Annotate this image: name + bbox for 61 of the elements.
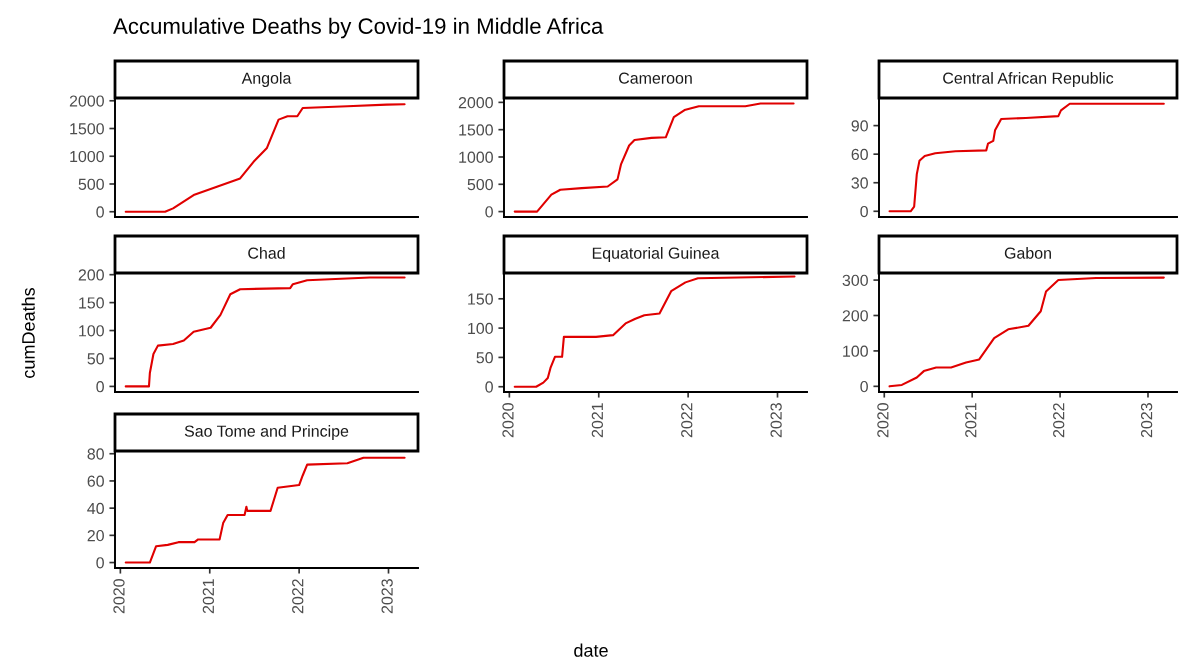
text: Accumulative Deaths by Covid-19 in Middle Africa (113, 17, 604, 39)
y-axis-title: cumDeaths (21, 287, 35, 378)
x-tick-label: 2022 (681, 403, 693, 438)
line-series (124, 456, 406, 564)
y-tick-label: 20 (87, 529, 104, 542)
x-tick-label: 2023 (381, 579, 393, 614)
chart-title: Central African Republic (943, 72, 1114, 87)
chart-title: Cameroon (619, 72, 692, 84)
y-tick-label: 300 (842, 274, 868, 287)
y-tick-label: 80 (87, 448, 104, 460)
chart-title: Sao Tome and Principe (184, 425, 349, 440)
y-tick-label: 1000 (70, 150, 104, 163)
y-tick-label: 100 (843, 345, 868, 357)
x-tick-label: 2022 (1053, 403, 1065, 438)
chart-title: Chad (248, 247, 285, 259)
y-tick-label: 50 (476, 352, 493, 364)
x-tick-label: 2023 (770, 403, 782, 438)
x-axis-title: date (574, 643, 608, 657)
line-series (513, 102, 795, 213)
chart-title: Angola (241, 72, 292, 87)
y-tick-label: 0 (96, 557, 104, 569)
y-tick-label: 2000 (458, 97, 493, 109)
y-tick-label: 0 (96, 381, 104, 393)
line-series (888, 276, 1165, 388)
y-tick-label: 500 (78, 178, 104, 190)
chart-title: Equatorial Guinea (592, 247, 720, 262)
line-series (513, 275, 796, 388)
y-tick-label: 200 (78, 269, 104, 281)
line-series (124, 103, 406, 213)
y-tick-label: 0 (96, 206, 104, 218)
x-tick-label: 2021 (965, 403, 977, 438)
x-tick-label: 2022 (292, 579, 304, 614)
y-tick-label: 40 (87, 502, 104, 515)
y-tick-label: 0 (860, 205, 868, 218)
y-tick-label: 100 (79, 325, 104, 337)
y-tick-label: 1500 (459, 124, 493, 136)
x-tick-label: 2021 (591, 403, 604, 438)
y-tick-label: 500 (467, 178, 493, 191)
y-tick-label: 90 (851, 120, 868, 132)
y-tick-label: 100 (468, 322, 493, 335)
y-tick-label: 150 (79, 297, 104, 309)
y-tick-label: 0 (485, 206, 493, 218)
y-tick-label: 0 (485, 381, 493, 393)
x-tick-label: 2020 (877, 403, 889, 438)
y-tick-label: 0 (860, 380, 868, 393)
line-series (888, 102, 1165, 213)
x-tick-label: 2021 (202, 579, 215, 614)
chart-title: Gabon (1004, 247, 1051, 259)
y-tick-label: 2000 (69, 95, 104, 107)
x-tick-label: 2020 (113, 579, 125, 614)
x-tick-label: 2023 (1140, 403, 1153, 438)
y-tick-label: 60 (87, 475, 104, 487)
y-tick-label: 1000 (459, 151, 493, 163)
y-tick-label: 30 (851, 177, 868, 189)
y-tick-label: 200 (842, 310, 868, 322)
y-tick-label: 150 (468, 293, 493, 305)
y-tick-label: 60 (851, 148, 868, 161)
x-tick-label: 2020 (502, 403, 514, 438)
line-series (124, 276, 406, 388)
y-tick-label: 1500 (70, 123, 104, 135)
y-tick-label: 50 (87, 353, 104, 365)
